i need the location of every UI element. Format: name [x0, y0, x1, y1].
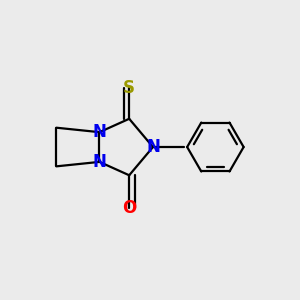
Text: N: N — [92, 153, 106, 171]
Text: N: N — [92, 123, 106, 141]
Text: N: N — [146, 138, 160, 156]
Text: S: S — [123, 79, 135, 97]
Text: O: O — [122, 199, 136, 217]
